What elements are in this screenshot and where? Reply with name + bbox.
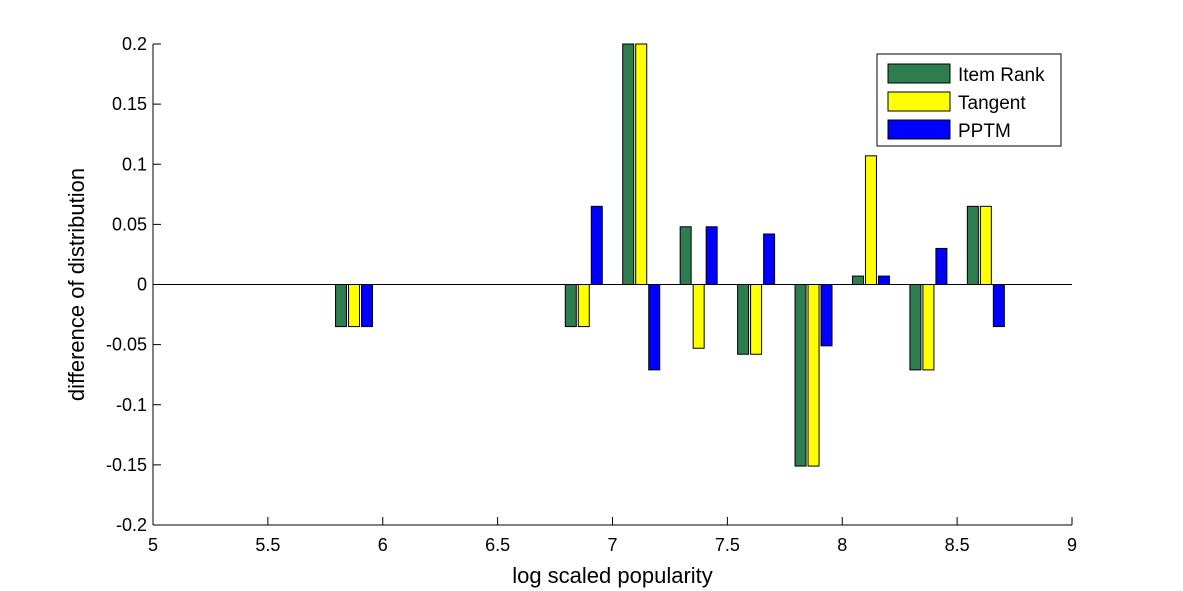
bar-pptm: [877, 275, 890, 285]
bar-tangent: [348, 284, 361, 328]
x-ticks: 5 5.5 6 6.5 7 7.5 8 8.5 9: [148, 517, 1077, 555]
y-tick-label: 0: [137, 275, 147, 295]
y-tick-label: 0.05: [112, 214, 147, 234]
bars: [335, 43, 1005, 467]
bar-item-rank: [564, 284, 577, 328]
bar-pptm: [935, 247, 948, 286]
y-tick-label: 0.2: [122, 34, 147, 54]
bar-tangent: [922, 284, 935, 371]
bar-item-rank: [851, 275, 864, 285]
bar-tangent: [635, 43, 648, 285]
x-tick-label: 8.5: [945, 535, 970, 555]
bar-item-rank: [737, 284, 750, 355]
bar-item-rank: [335, 284, 348, 328]
x-tick-label: 7: [607, 535, 617, 555]
bar-item-rank: [794, 284, 807, 467]
bar-item-rank: [679, 226, 692, 285]
y-tick-label: -0.2: [116, 515, 147, 535]
bar-pptm: [763, 233, 776, 285]
legend-swatch: [887, 63, 951, 84]
y-tick-label: -0.1: [116, 395, 147, 415]
x-tick-label: 8: [837, 535, 847, 555]
y-tick-label: -0.05: [106, 335, 147, 355]
bar-item-rank: [909, 284, 922, 371]
legend-swatch: [887, 91, 951, 112]
bar-tangent: [807, 284, 820, 467]
x-tick-label: 5: [148, 535, 158, 555]
legend-swatch: [887, 119, 951, 140]
bar-item-rank: [966, 205, 979, 285]
x-tick-label: 9: [1067, 535, 1077, 555]
bar-tangent: [750, 284, 763, 355]
y-axis-label: difference of distribution: [64, 168, 89, 401]
y-tick-label: 0.15: [112, 94, 147, 114]
bar-pptm: [992, 284, 1005, 328]
bar-pptm: [648, 284, 661, 371]
bar-pptm: [590, 205, 603, 285]
bar-pptm: [820, 284, 833, 347]
bar-pptm: [361, 284, 374, 328]
bar-tangent: [577, 284, 590, 328]
bar-tangent: [979, 205, 992, 285]
legend-label: PPTM: [958, 121, 1011, 142]
bar-tangent: [864, 155, 877, 285]
x-axis-label: log scaled popularity: [512, 563, 713, 588]
x-tick-label: 6: [378, 535, 388, 555]
y-tick-label: -0.15: [106, 455, 147, 475]
x-tick-label: 7.5: [715, 535, 740, 555]
y-ticks: -0.2 -0.15 -0.1 -0.05 0 0.05 0.1 0.15 0.2: [106, 34, 161, 535]
y-tick-label: 0.1: [122, 154, 147, 174]
legend-label: Item Rank: [958, 65, 1045, 86]
x-tick-label: 6.5: [485, 535, 510, 555]
x-tick-label: 5.5: [255, 535, 280, 555]
bar-pptm: [705, 226, 718, 285]
bar-item-rank: [622, 43, 635, 285]
legend: Item Rank Tangent PPTM: [876, 53, 1062, 147]
bar-tangent: [692, 284, 705, 349]
legend-label: Tangent: [958, 93, 1026, 114]
